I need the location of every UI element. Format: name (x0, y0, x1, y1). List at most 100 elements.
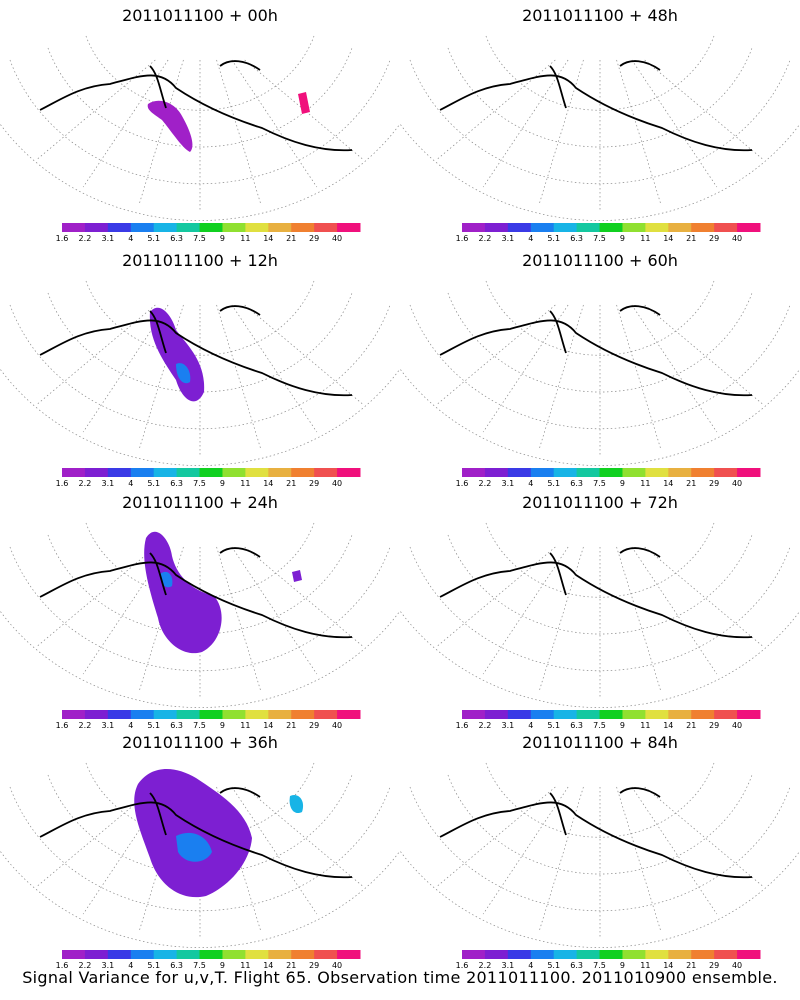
longitude-line (82, 59, 169, 188)
colorbar-swatch (714, 223, 738, 232)
coastline (39, 547, 353, 639)
colorbar-swatch (599, 223, 623, 232)
colorbar-tick-label: 2.2 (478, 961, 492, 970)
coastline (39, 787, 353, 879)
colorbar-tick-label: 1.6 (55, 479, 69, 488)
colorbar-swatch (337, 710, 361, 719)
colorbar-swatch (107, 710, 132, 719)
colorbar-swatch (645, 710, 669, 719)
colorbar-tick-label: 21 (286, 961, 297, 970)
colorbar-tick-label: 1.6 (455, 479, 469, 488)
latitude-line (9, 546, 391, 672)
colorbar-tick-label: 4 (128, 479, 134, 488)
colorbar-swatch (737, 950, 761, 959)
colorbar-tick-label: 14 (663, 721, 674, 730)
colorbar-swatch (153, 468, 178, 477)
longitude-line (216, 546, 262, 692)
colorbar-tick-label: 7.5 (193, 234, 206, 243)
colorbar-tick-label: 4 (128, 721, 134, 730)
colorbar-tick-label: 14 (263, 961, 274, 970)
latitude-line (409, 546, 791, 672)
colorbar-swatch (84, 710, 109, 719)
longitude-line (616, 59, 662, 205)
colorbar-swatch (222, 950, 246, 959)
colorbar-tick-label: 14 (263, 234, 274, 243)
colorbar-tick-label: 9 (219, 721, 225, 730)
colorbar-swatch (622, 950, 646, 959)
colorbar (62, 468, 361, 477)
colorbar-swatch (107, 468, 132, 477)
colorbar-tick-label: 2.2 (478, 234, 492, 243)
colorbar-tick-label: 40 (331, 479, 343, 488)
coastline (39, 60, 353, 152)
colorbar-tick-label: 29 (309, 479, 320, 488)
colorbar-swatch (245, 223, 269, 232)
variance-contour (298, 92, 310, 114)
colorbar-swatch (484, 223, 509, 232)
colorbar-swatch (507, 468, 532, 477)
colorbar-swatch (462, 950, 486, 959)
colorbar-tick-label: 21 (686, 479, 697, 488)
colorbar-tick-label: 5.1 (147, 961, 161, 970)
colorbar-tick-label: 1.6 (55, 721, 69, 730)
variance-contour (292, 570, 302, 582)
latitude-line (400, 368, 800, 466)
figure-caption: Signal Variance for u,v,T. Flight 65. Ob… (22, 968, 778, 987)
colorbar-tick-label: 6.3 (570, 479, 583, 488)
colorbar-tick-label: 1.6 (455, 961, 469, 970)
colorbar-tick-label: 9 (619, 961, 625, 970)
latitude-line (9, 59, 391, 185)
polar-stereographic-map (400, 762, 800, 948)
colorbar-swatch (714, 950, 738, 959)
colorbar-swatch (222, 223, 246, 232)
colorbar-tick-label: 14 (663, 234, 674, 243)
colorbar-tick-label: 14 (663, 961, 674, 970)
latitude-line (85, 35, 315, 111)
colorbar-tick-label: 29 (709, 234, 720, 243)
colorbar-swatch (530, 710, 555, 719)
colorbar-tick-label: 14 (263, 721, 274, 730)
longitude-line (616, 546, 662, 692)
colorbar-swatch (62, 710, 86, 719)
longitude-line (631, 59, 718, 188)
colorbar-tick-label: 3.1 (501, 234, 515, 243)
colorbar-tick-label: 9 (219, 479, 225, 488)
colorbar-swatch (222, 710, 246, 719)
latitude-line (447, 292, 753, 393)
panel-title: 2011011100 + 00h (122, 6, 278, 25)
colorbar-swatch (462, 468, 486, 477)
colorbar-swatch (314, 468, 338, 477)
colorbar-tick-label: 2.2 (78, 234, 92, 243)
colorbar-swatch (691, 223, 715, 232)
longitude-line (435, 304, 556, 406)
colorbar-tick-label: 11 (240, 721, 251, 730)
colorbar-tick-label: 5.1 (147, 721, 161, 730)
colorbar-tick-label: 7.5 (193, 479, 206, 488)
map-panel: 2011011100 + 24h 1.6 2.2 3.1 4 5.1 6.3 7.5 9 11 14… (0, 487, 400, 737)
colorbar-tick-label: 11 (640, 234, 651, 243)
colorbar-swatch (530, 468, 555, 477)
longitude-line (616, 304, 662, 450)
colorbar-tick-label: 21 (686, 961, 697, 970)
colorbar-swatch (714, 710, 738, 719)
colorbar-tick-label: 6.3 (170, 961, 183, 970)
colorbar-swatch (507, 950, 532, 959)
colorbar-swatch (599, 950, 623, 959)
latitude-line (47, 47, 353, 148)
colorbar-swatch (62, 950, 86, 959)
panel-title: 2011011100 + 60h (522, 251, 678, 270)
longitude-line (631, 546, 718, 675)
colorbar-tick-label: 7.5 (593, 961, 606, 970)
colorbar-swatch (62, 223, 86, 232)
colorbar-swatch (314, 950, 338, 959)
colorbar-tick-label: 29 (709, 721, 720, 730)
colorbar-swatch (291, 950, 315, 959)
longitude-line (35, 59, 156, 161)
latitude-line (485, 35, 715, 111)
latitude-line (400, 610, 800, 708)
latitude-line (485, 762, 715, 838)
colorbar-tick-label: 5.1 (147, 234, 161, 243)
colorbar-tick-label: 4 (128, 234, 134, 243)
colorbar-swatch (199, 223, 223, 232)
colorbar-tick-label: 3.1 (501, 479, 515, 488)
